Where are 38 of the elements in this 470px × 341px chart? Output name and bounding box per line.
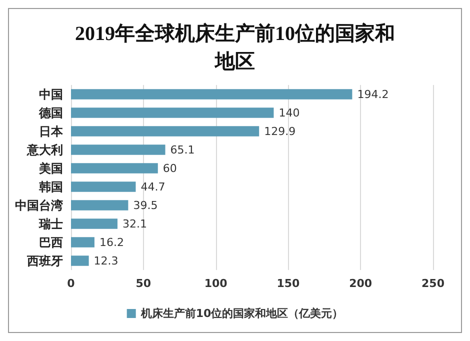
bar: [71, 200, 128, 210]
x-tick-label: 50: [136, 277, 152, 290]
y-tick-label: 日本: [39, 124, 64, 138]
bar: [71, 256, 89, 266]
data-label: 140: [278, 106, 300, 120]
bar: [71, 89, 352, 100]
y-tick-label: 中国台湾: [15, 198, 63, 212]
data-label: 16.2: [99, 236, 124, 249]
y-tick-label: 巴西: [39, 235, 63, 250]
bar: [71, 182, 136, 192]
data-label: 12.3: [94, 254, 118, 268]
x-tick-label: 100: [204, 277, 228, 290]
bar: [71, 163, 158, 174]
data-label: 194.2: [357, 88, 389, 101]
data-label: 32.1: [122, 217, 147, 230]
legend-label: 机床生产前10位的国家和地区（亿美元）: [140, 307, 344, 320]
data-label: 60: [162, 162, 177, 175]
y-tick-label: 西班牙: [26, 254, 63, 268]
y-tick-label: 意大利: [26, 142, 63, 157]
x-tick-label: 200: [349, 277, 372, 290]
data-label: 39.5: [133, 198, 158, 212]
data-label: 65.1: [170, 143, 195, 156]
x-tick-label: 250: [422, 277, 445, 290]
chart-title: 2019年全球机床生产前10位的国家和地区: [75, 22, 395, 73]
data-label: 129.9: [264, 124, 296, 138]
y-tick-label: 中国: [39, 87, 63, 102]
bar: [71, 126, 260, 136]
bar: [71, 108, 274, 118]
bar: [71, 218, 118, 229]
y-tick-label: 韩国: [38, 180, 63, 194]
y-tick-label: 瑞士: [38, 216, 63, 231]
y-tick-label: 德国: [38, 106, 63, 120]
data-label: 44.7: [140, 180, 166, 194]
y-tick-label: 美国: [38, 161, 63, 176]
x-tick-label: 150: [276, 277, 300, 290]
bar: [71, 237, 94, 248]
bar: [71, 144, 166, 155]
x-tick-label: 0: [67, 277, 76, 290]
